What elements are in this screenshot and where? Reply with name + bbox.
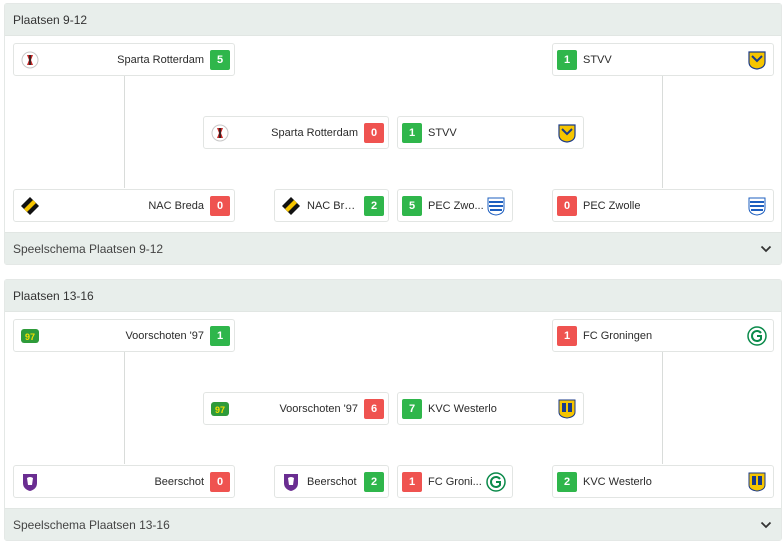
team-name: Beerschot <box>154 475 204 488</box>
score-badge: 1 <box>210 325 230 346</box>
team-name: Voorschoten '97 <box>125 329 204 342</box>
westerlo-logo-icon <box>557 399 577 419</box>
final-team-left[interactable]: Sparta Rotterdam 0 <box>203 116 389 149</box>
score-badge: 0 <box>557 195 577 216</box>
score-badge: 1 <box>557 49 577 70</box>
svg-text:97: 97 <box>25 332 35 342</box>
score-badge: 6 <box>364 398 384 419</box>
sparta-logo-icon <box>20 50 40 70</box>
team-name: STVV <box>583 53 612 66</box>
score-badge: 1 <box>402 122 422 143</box>
score-badge: 7 <box>402 398 422 419</box>
beerschot-logo-icon <box>20 472 40 492</box>
final-team-right[interactable]: 7 KVC Westerlo <box>397 392 584 425</box>
score-badge: 0 <box>364 122 384 143</box>
score-badge: 1 <box>402 471 422 492</box>
score-badge: 0 <box>210 471 230 492</box>
bracket-section-9-12: Plaatsen 9-12 Sparta Rotterdam 5 NAC Bre… <box>4 3 782 265</box>
third-place-team-left[interactable]: Beerschot 2 <box>274 465 389 498</box>
team-name: STVV <box>428 126 457 139</box>
connector-line <box>662 76 663 188</box>
pec-logo-icon <box>486 196 506 216</box>
third-place-team-right[interactable]: 5 PEC Zwo... <box>397 189 513 222</box>
westerlo-logo-icon <box>747 472 767 492</box>
team-name: FC Groni... <box>428 475 482 488</box>
nac-logo-icon <box>20 196 40 216</box>
score-badge: 2 <box>364 195 384 216</box>
schedule-toggle[interactable]: Speelschema Plaatsen 13-16 <box>5 508 781 540</box>
final-team-right[interactable]: 1 STVV <box>397 116 584 149</box>
score-badge: 2 <box>557 471 577 492</box>
team-name: FC Groningen <box>583 329 653 342</box>
beerschot-logo-icon <box>281 472 301 492</box>
schedule-toggle-label: Speelschema Plaatsen 13-16 <box>13 517 170 532</box>
team-name: Sparta Rotterdam <box>117 53 204 66</box>
sparta-logo-icon <box>210 123 230 143</box>
match-team-left-bottom[interactable]: Beerschot 0 <box>13 465 235 498</box>
match-team-left-top[interactable]: Sparta Rotterdam 5 <box>13 43 235 76</box>
team-name: PEC Zwo... <box>428 199 484 212</box>
score-badge: 0 <box>210 195 230 216</box>
schedule-toggle-label: Speelschema Plaatsen 9-12 <box>13 241 164 256</box>
section-title-text: Plaatsen 13-16 <box>13 288 94 303</box>
score-badge: 1 <box>557 325 577 346</box>
match-team-right-top[interactable]: 1 STVV <box>552 43 774 76</box>
score-badge: 2 <box>364 471 384 492</box>
chevron-down-icon <box>759 242 773 256</box>
section-title-text: Plaatsen 9-12 <box>13 12 88 27</box>
match-team-right-bottom[interactable]: 0 PEC Zwolle <box>552 189 774 222</box>
bracket-section-13-16: Plaatsen 13-16 97 Voorschoten '97 1 Beer… <box>4 279 782 541</box>
team-name: NAC Breda <box>148 199 204 212</box>
chevron-down-icon <box>759 518 773 532</box>
team-name: Sparta Rotterdam <box>271 126 358 139</box>
schedule-toggle[interactable]: Speelschema Plaatsen 9-12 <box>5 232 781 264</box>
stvv-logo-icon <box>747 50 767 70</box>
team-name: KVC Westerlo <box>428 402 497 415</box>
match-team-left-top[interactable]: 97 Voorschoten '97 1 <box>13 319 235 352</box>
team-name: PEC Zwolle <box>583 199 641 212</box>
section-title: Plaatsen 13-16 <box>5 280 781 312</box>
final-team-left[interactable]: 97 Voorschoten '97 6 <box>203 392 389 425</box>
match-team-right-bottom[interactable]: 2 KVC Westerlo <box>552 465 774 498</box>
stvv-logo-icon <box>557 123 577 143</box>
match-team-left-bottom[interactable]: NAC Breda 0 <box>13 189 235 222</box>
voorschoten-logo-icon: 97 <box>210 399 230 419</box>
team-name: NAC Bre... <box>307 199 360 212</box>
groningen-logo-icon <box>747 325 767 346</box>
bracket-area: 97 Voorschoten '97 1 Beerschot 0 1 FC Gr… <box>5 312 781 508</box>
team-name: Beerschot <box>307 475 357 488</box>
voorschoten-logo-icon: 97 <box>20 326 40 346</box>
team-name: KVC Westerlo <box>583 475 652 488</box>
groningen-logo-icon <box>486 471 506 492</box>
nac-logo-icon <box>281 196 301 216</box>
score-badge: 5 <box>402 195 422 216</box>
third-place-team-right[interactable]: 1 FC Groni... <box>397 465 513 498</box>
svg-text:97: 97 <box>215 405 225 415</box>
connector-line <box>662 352 663 464</box>
connector-line <box>124 352 125 464</box>
team-name: Voorschoten '97 <box>279 402 358 415</box>
score-badge: 5 <box>210 49 230 70</box>
section-title: Plaatsen 9-12 <box>5 4 781 36</box>
third-place-team-left[interactable]: NAC Bre... 2 <box>274 189 389 222</box>
match-team-right-top[interactable]: 1 FC Groningen <box>552 319 774 352</box>
bracket-area: Sparta Rotterdam 5 NAC Breda 0 1 STVV 0 … <box>5 36 781 232</box>
pec-logo-icon <box>747 196 767 216</box>
connector-line <box>124 76 125 188</box>
